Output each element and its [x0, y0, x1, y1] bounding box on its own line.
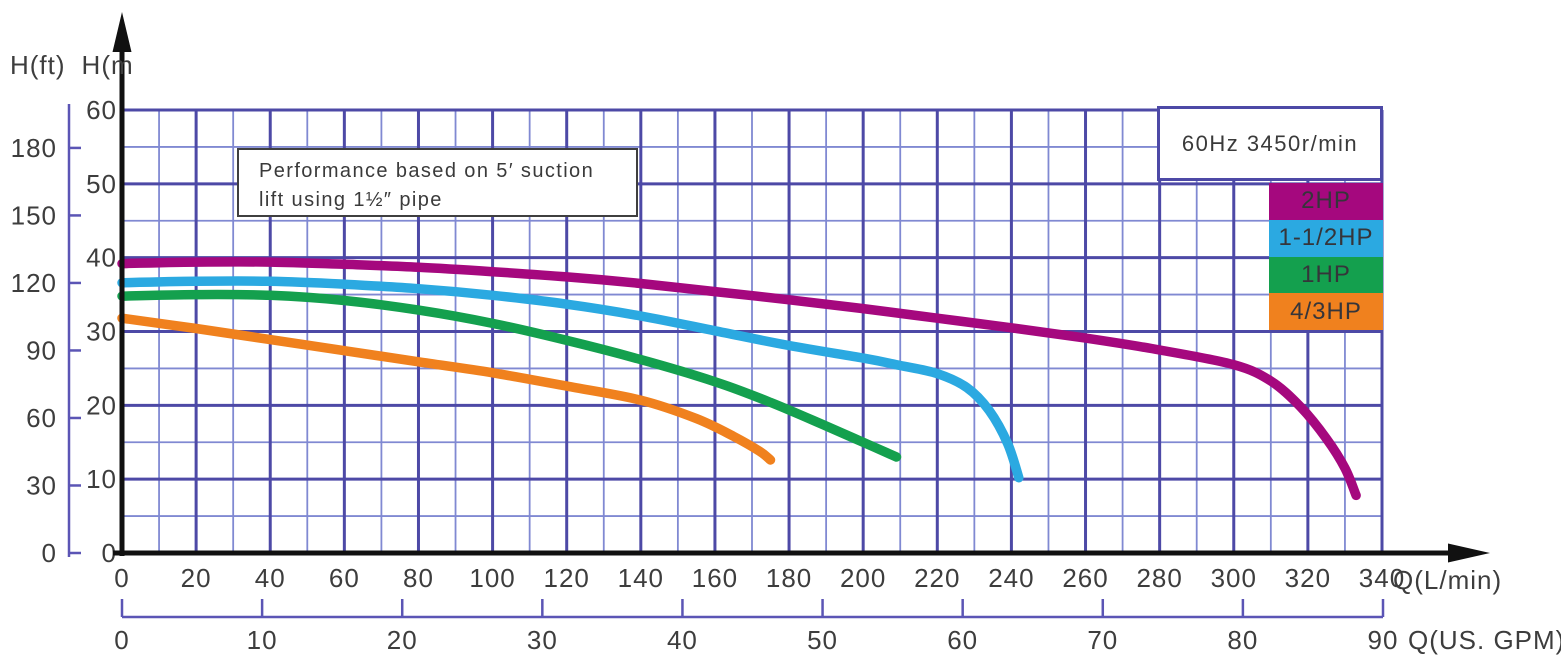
m-tick-label: 20: [86, 390, 117, 420]
m-tick-label: 40: [86, 243, 117, 273]
legend-item-4-3hp: 4/3HP: [1269, 293, 1383, 331]
x-axis-unit-gpm: Q(US. GPM): [1408, 625, 1561, 655]
annotation-line-2: lift using 1½″ pipe: [259, 189, 443, 211]
lmin-tick-label: 40: [255, 563, 286, 593]
frequency-speed-label: 60Hz 3450r/min: [1157, 106, 1383, 181]
lmin-tick-label: 340: [1359, 563, 1405, 593]
legend-item-label: 2HP: [1301, 187, 1351, 215]
ft-tick-label: 60: [26, 403, 57, 433]
legend-item-label: 4/3HP: [1290, 297, 1362, 325]
lmin-tick-label: 200: [840, 563, 886, 593]
gpm-tick-label: 90: [1368, 625, 1399, 655]
lmin-tick-label: 300: [1211, 563, 1257, 593]
legend-item-1hp: 1HP: [1269, 256, 1383, 294]
ft-tick-label: 120: [11, 268, 57, 298]
y-axis-title: H(ft) H(m: [10, 50, 134, 81]
lmin-tick-label: 180: [766, 563, 812, 593]
curve-2hp: [117, 257, 1361, 501]
ft-tick-label: 0: [42, 538, 57, 568]
gpm-tick-label: 70: [1087, 625, 1118, 655]
lmin-tick-label: 320: [1285, 563, 1331, 593]
y-axis-title-ft: H(ft): [10, 50, 66, 80]
ft-tick-label: 180: [11, 133, 57, 163]
lmin-tick-label: 100: [469, 563, 515, 593]
annotation-box: Performance based on 5′ suction lift usi…: [237, 148, 638, 217]
gpm-tick-label: 20: [387, 625, 418, 655]
legend: 2HP 1-1/2HP 1HP 4/3HP: [1269, 183, 1383, 331]
legend-item-label: 1-1/2HP: [1278, 224, 1374, 252]
lmin-tick-label: 80: [403, 563, 434, 593]
gpm-tick-label: 50: [807, 625, 838, 655]
gpm-tick-label: 30: [527, 625, 558, 655]
lmin-tick-label: 280: [1136, 563, 1182, 593]
lmin-tick-label: 0: [114, 563, 129, 593]
x-axis-arrow-icon: [1448, 543, 1490, 563]
lmin-tick-label: 20: [181, 563, 212, 593]
legend-item-2hp: 2HP: [1269, 183, 1383, 220]
x-axis-unit-lmin: Q(L/min): [1393, 565, 1503, 595]
legend-item-1-1-2hp: 1-1/2HP: [1269, 219, 1383, 257]
y-axis-title-m: H(m: [81, 50, 134, 80]
lmin-tick-label: 240: [988, 563, 1034, 593]
lmin-tick-label: 140: [618, 563, 664, 593]
lmin-tick-label: 260: [1062, 563, 1108, 593]
lmin-tick-label: 60: [329, 563, 360, 593]
m-tick-label: 30: [86, 317, 117, 347]
ft-tick-label: 30: [26, 470, 57, 500]
m-tick-label: 60: [86, 95, 117, 125]
lmin-tick-label: 120: [544, 563, 590, 593]
legend-item-label: 1HP: [1301, 260, 1351, 288]
ft-tick-label: 150: [11, 200, 57, 230]
lmin-tick-label: 220: [914, 563, 960, 593]
gpm-tick-label: 10: [247, 625, 278, 655]
curve-4-3hp: [117, 313, 776, 465]
m-tick-label: 0: [102, 538, 117, 568]
gpm-tick-label: 60: [947, 625, 978, 655]
gpm-tick-label: 40: [667, 625, 698, 655]
y-axis-arrow-icon: [112, 12, 132, 52]
m-tick-label: 50: [86, 169, 117, 199]
annotation-line-1: Performance based on 5′ suction: [259, 160, 595, 182]
lmin-tick-label: 160: [692, 563, 738, 593]
curve-1-1-2hp: [117, 276, 1024, 483]
gpm-tick-label: 0: [114, 625, 129, 655]
gpm-tick-label: 80: [1227, 625, 1258, 655]
curve-1hp: [117, 289, 902, 462]
ft-tick-label: 90: [26, 335, 57, 365]
m-tick-label: 10: [86, 464, 117, 494]
